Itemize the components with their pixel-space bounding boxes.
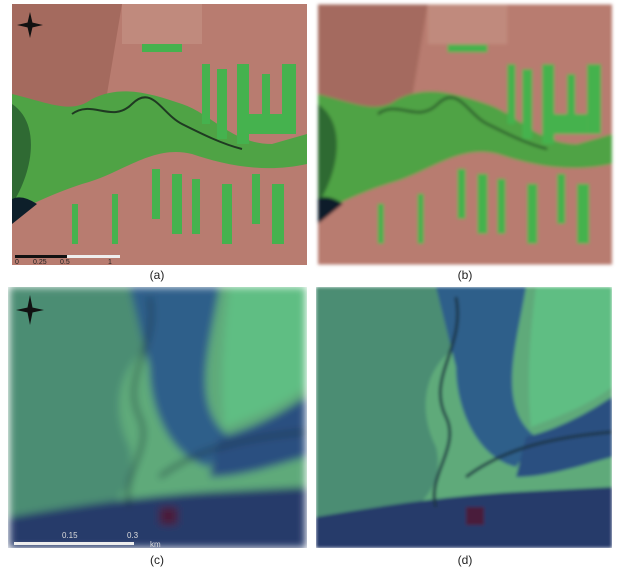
scale-label: 1 [108, 259, 112, 266]
scale-label: 0.25 [33, 259, 47, 266]
panel-caption: (b) [458, 268, 473, 282]
panel-a: 0 0.25 0.5 1 [12, 4, 307, 266]
panel-caption: (c) [150, 553, 164, 567]
panel-d [316, 287, 612, 548]
scale-label: 0 [15, 259, 19, 266]
panel-caption: (d) [458, 553, 473, 567]
panel-c: 0.15 0.3 km [10, 287, 306, 549]
scale-label: 0.5 [60, 259, 70, 266]
scale-label: 0.3 [127, 531, 139, 540]
panel-b [318, 4, 612, 264]
panel-caption: (a) [150, 268, 165, 282]
scale-unit: km [150, 540, 161, 549]
scale-label: 0.15 [62, 531, 78, 540]
figure: 0 0.25 0.5 1 (a) (b) 0.15 0.3 km (c) (d) [0, 0, 617, 571]
